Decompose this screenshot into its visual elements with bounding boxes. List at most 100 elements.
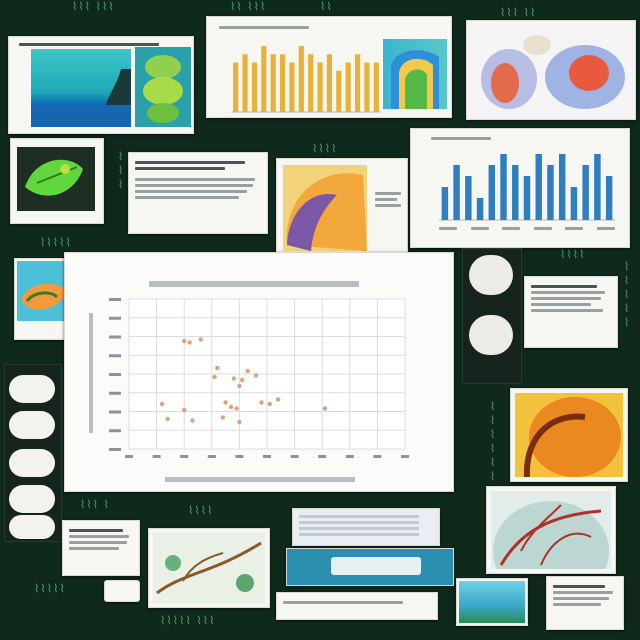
anatomy-illustration: [481, 35, 625, 109]
bar: [354, 54, 361, 112]
text-card-bottom-left: [62, 520, 140, 576]
y-tick-mark: [109, 410, 121, 414]
y-tick-mark: [109, 448, 121, 451]
x-tick-mark: [152, 455, 161, 458]
bar-chart-card-top: [206, 16, 452, 118]
icon-column-left: [4, 364, 62, 542]
scatter-point: [190, 418, 195, 423]
caption-glyph-3: ⌇⌇: [320, 0, 333, 13]
caption-glyph-4: ⌇⌇⌇ ⌇⌇: [500, 6, 537, 19]
bar: [317, 62, 323, 112]
scatter-point: [259, 400, 264, 405]
cell-photo-card: [510, 388, 628, 482]
chart-title-placeholder: [149, 281, 359, 287]
bar: [570, 187, 578, 220]
cell-illustration: [523, 397, 621, 477]
organ-illustration: [286, 173, 367, 251]
leaf-photo-card: [10, 138, 104, 224]
scatter-point: [231, 376, 237, 381]
x-tick-mark: [318, 455, 327, 458]
x-axis-label-placeholder: [165, 477, 355, 482]
bar: [488, 165, 496, 220]
leaf-figure-panel: [135, 47, 191, 127]
y-tick-mark: [109, 373, 121, 376]
bar: [261, 46, 267, 112]
vessel-photo-card: [486, 486, 616, 574]
bar: [500, 154, 507, 220]
bar: [523, 176, 531, 220]
landscape-photo-card: [456, 578, 528, 626]
bar-chart-top: [231, 46, 381, 113]
bar: [373, 62, 379, 112]
bar: [476, 198, 484, 220]
scatter-chart: [89, 281, 409, 482]
scatter-point: [223, 400, 228, 405]
bar: [441, 187, 449, 220]
scatter-point: [198, 337, 203, 342]
bar: [558, 154, 566, 220]
bar: [364, 62, 370, 112]
x-tick-mark: [345, 455, 354, 458]
scatter-point: [228, 404, 234, 410]
text-card-bottom-right: [546, 576, 624, 630]
branch-illustration: [156, 541, 262, 595]
bar: [336, 70, 342, 112]
document-strip-top: [292, 508, 440, 546]
y-tick-mark: [109, 316, 121, 320]
text-card-left: [128, 152, 268, 234]
scatter-point: [245, 368, 250, 374]
scatter-point: [234, 406, 239, 411]
dark-curve-shape: [31, 69, 131, 127]
caption-glyph-10: ⌇⌇⌇⌇⌇: [34, 582, 66, 595]
caption-glyph-11: ⌇⌇⌇⌇⌇ ⌇⌇⌇: [160, 614, 216, 627]
bar: [279, 54, 286, 112]
bar: [594, 154, 601, 220]
bar: [242, 54, 248, 112]
scatter-point: [239, 377, 245, 383]
bar-chart-card-right: [410, 128, 630, 248]
document-strip-bottom: [276, 592, 438, 620]
teal-figure-panel: [31, 49, 131, 127]
scatter-point: [165, 416, 170, 422]
organ-card: [276, 158, 408, 258]
bar: [453, 165, 460, 220]
bar: [465, 176, 472, 220]
scatter-point: [322, 406, 328, 411]
scatter-point: [159, 401, 165, 407]
scatter-chart-card: [64, 252, 454, 492]
anatomy-card: [466, 20, 636, 120]
bar: [270, 54, 276, 112]
branch-photo-card: [148, 528, 270, 608]
bar: [251, 62, 258, 112]
scatter-point: [187, 340, 192, 345]
y-tick-mark: [109, 335, 121, 339]
icon-column-right: [462, 248, 522, 384]
y-tick-mark: [109, 298, 121, 301]
bar: [605, 176, 613, 220]
scatter-point: [182, 407, 187, 413]
x-tick-mark: [290, 455, 299, 458]
caption-glyph-9: ⌇⌇⌇⌇: [188, 504, 214, 517]
y-tick-mark: [109, 391, 121, 395]
caption-glyph-7: ⌇⌇⌇⌇: [560, 248, 586, 261]
cross-section-figure: [383, 39, 447, 109]
bar: [512, 165, 519, 220]
text-card-right: [524, 276, 618, 348]
document-strip-blue: [286, 548, 454, 586]
scatter-point: [212, 374, 217, 380]
caption-glyph-5: ⌇⌇⌇⌇: [312, 142, 338, 155]
bar: [345, 62, 351, 112]
scatter-point: [267, 401, 272, 407]
scatter-point: [237, 383, 242, 389]
scatter-point: [275, 397, 281, 402]
scatter-point: [215, 365, 220, 371]
leaf-illustration: [25, 159, 83, 196]
figure-card-teal: [8, 36, 194, 134]
bar-chart-right: [439, 154, 615, 221]
scatter-point: [182, 338, 187, 344]
y-axis-label-placeholder: [89, 313, 93, 433]
scatter-point: [253, 373, 259, 378]
bar: [535, 154, 542, 220]
bar: [233, 62, 239, 112]
